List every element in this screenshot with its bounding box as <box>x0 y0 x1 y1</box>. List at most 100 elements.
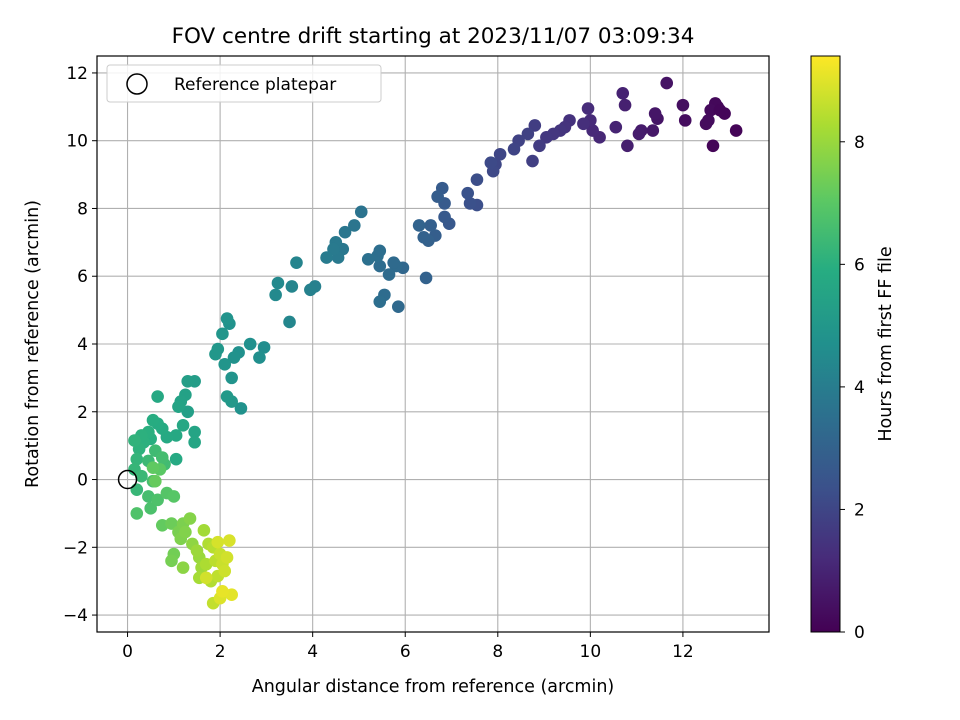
data-point <box>660 76 674 90</box>
y-tick-label: 8 <box>77 199 88 219</box>
data-point <box>209 347 222 361</box>
data-point <box>172 400 185 413</box>
data-point <box>216 327 229 341</box>
data-point <box>190 544 204 557</box>
data-point <box>220 390 234 403</box>
data-point <box>676 98 690 112</box>
data-point <box>197 524 211 537</box>
data-point <box>526 154 539 168</box>
data-point <box>540 131 553 144</box>
data-point <box>130 507 144 520</box>
y-axis-ticks: −4 −2 0 2 4 6 8 10 12 <box>63 64 97 626</box>
data-point <box>354 205 368 219</box>
x-tick-label: 6 <box>400 642 411 662</box>
data-point <box>225 371 238 385</box>
data-point <box>188 435 201 449</box>
data-point <box>419 271 433 285</box>
data-point <box>135 469 148 483</box>
data-point <box>577 117 590 131</box>
data-point <box>181 405 195 419</box>
data-point <box>169 452 183 466</box>
data-point <box>417 230 431 244</box>
data-point <box>130 483 144 496</box>
data-point <box>424 219 437 232</box>
data-point <box>348 219 361 232</box>
data-point <box>678 114 692 127</box>
data-point <box>706 139 720 153</box>
data-point <box>702 114 715 127</box>
colorbar-tick-label: 0 <box>854 623 865 643</box>
colorbar-tick-label: 8 <box>854 133 865 153</box>
data-point <box>146 413 160 427</box>
data-point <box>373 295 387 308</box>
data-point <box>729 124 743 137</box>
data-point <box>431 190 444 203</box>
data-point <box>220 312 234 325</box>
data-point <box>391 300 405 314</box>
y-tick-label: 2 <box>77 403 88 423</box>
data-point <box>253 351 266 364</box>
colorbar: 0 2 4 6 8 Hours from first FF file <box>810 55 896 643</box>
data-point <box>167 490 181 503</box>
data-points <box>117 76 743 610</box>
data-point <box>373 259 387 273</box>
data-point <box>211 535 225 549</box>
data-point <box>146 461 160 474</box>
data-point <box>713 103 727 117</box>
data-point <box>609 120 623 134</box>
data-point <box>165 554 178 568</box>
legend-box <box>106 64 382 103</box>
data-point <box>151 493 164 507</box>
data-point <box>438 210 451 224</box>
data-point <box>218 358 232 371</box>
data-point <box>165 517 178 530</box>
data-point <box>704 103 717 117</box>
data-point <box>470 173 484 186</box>
data-point <box>581 102 595 115</box>
data-point <box>155 451 169 464</box>
chart-title: FOV centre drift starting at 2023/11/07 … <box>172 24 695 49</box>
y-tick-label: −4 <box>63 606 88 626</box>
x-tick-label: 8 <box>492 642 503 662</box>
colorbar-tick-label: 4 <box>854 378 865 398</box>
data-point <box>412 219 426 232</box>
y-tick-label: 4 <box>77 335 88 355</box>
data-point <box>648 107 662 120</box>
data-point <box>361 252 375 266</box>
y-tick-label: 6 <box>77 267 88 287</box>
data-point <box>223 534 236 547</box>
data-point <box>220 551 234 564</box>
data-point <box>269 288 282 302</box>
data-point <box>199 571 213 585</box>
grid <box>97 56 769 632</box>
data-point <box>181 374 195 388</box>
data-point <box>507 142 521 156</box>
colorbar-tick-label: 6 <box>854 255 865 275</box>
data-point <box>271 276 285 290</box>
data-point <box>528 119 542 132</box>
legend-reference-marker <box>126 73 148 95</box>
data-point <box>646 124 660 137</box>
data-point <box>234 402 248 415</box>
data-point <box>320 251 333 264</box>
data-point <box>463 197 477 210</box>
legend-label-reference: Reference platepar <box>174 75 336 95</box>
x-tick-label: 12 <box>672 642 694 662</box>
data-point <box>387 256 400 269</box>
data-point <box>227 351 241 364</box>
data-point <box>130 452 144 466</box>
data-point <box>188 425 201 439</box>
data-point <box>493 147 507 161</box>
data-point <box>179 525 192 539</box>
data-point <box>151 390 164 403</box>
data-point <box>338 225 352 239</box>
x-axis-label: Angular distance from reference (arcmin) <box>252 677 615 697</box>
data-point <box>461 186 475 200</box>
x-tick-label: 0 <box>122 642 133 662</box>
data-point <box>176 561 190 574</box>
data-point <box>283 315 296 329</box>
data-point <box>521 127 535 141</box>
data-point <box>616 86 630 100</box>
colorbar-tick-label: 2 <box>854 500 865 520</box>
